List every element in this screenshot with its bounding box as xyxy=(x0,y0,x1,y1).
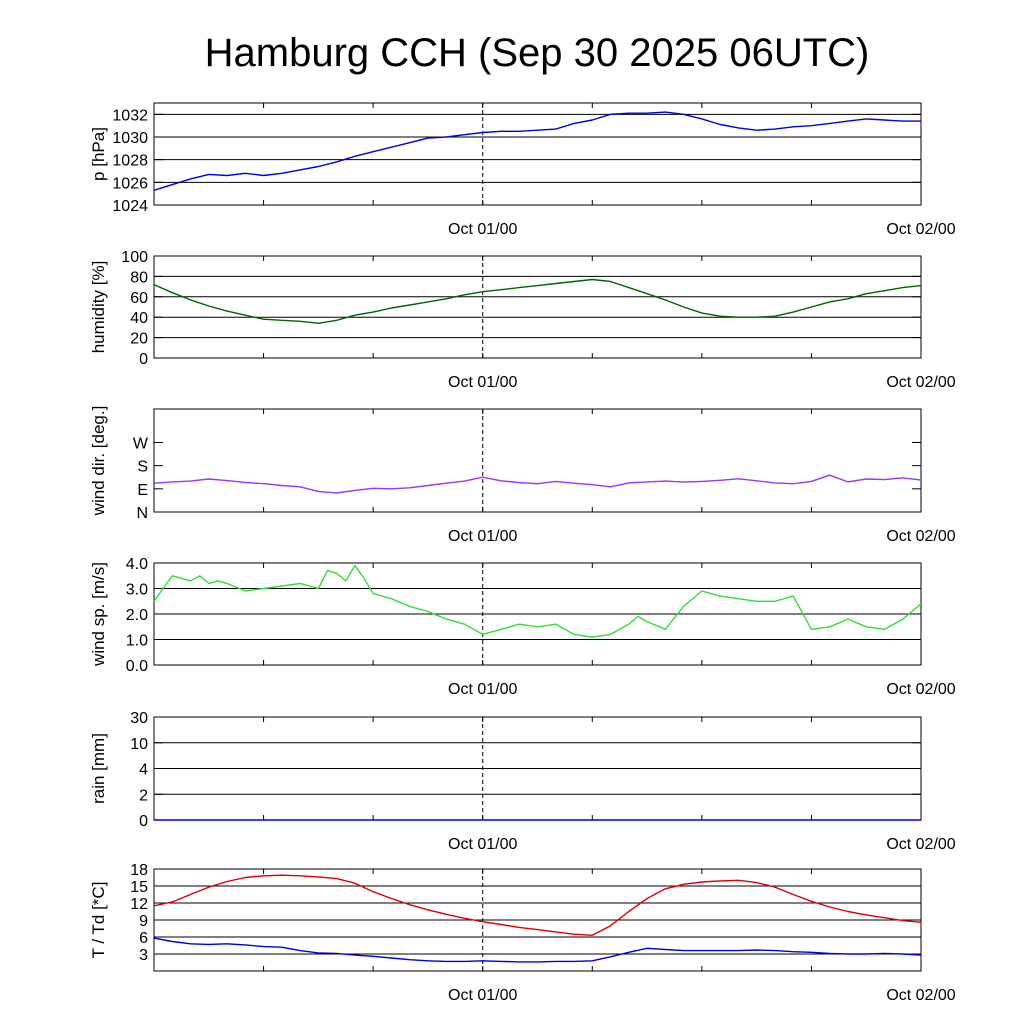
y-axis-label: wind dir. [deg.] xyxy=(89,406,108,517)
y-tick-label: 15 xyxy=(130,879,148,896)
y-axis-label: p [hPa] xyxy=(89,127,108,181)
x-tick-label: Oct 01/00 xyxy=(448,528,517,545)
x-tick-label: Oct 02/00 xyxy=(886,681,955,698)
y-tick-label: 0.0 xyxy=(126,658,148,675)
y-axis-label: humidity [%] xyxy=(89,261,108,354)
y-tick-label: W xyxy=(133,435,149,452)
series-line-0 xyxy=(153,874,922,936)
panel-1: 0 20 40 60 80 100 Oct 01/00 Oct 02/00 humidity [… xyxy=(89,249,956,391)
y-tick-label: 60 xyxy=(130,290,148,307)
y-tick-label: 2 xyxy=(139,787,148,804)
y-tick-label: S xyxy=(137,459,148,476)
x-tick-label: Oct 01/00 xyxy=(448,836,517,853)
x-tick-label: Oct 02/00 xyxy=(886,528,955,545)
plot-frame xyxy=(153,102,922,206)
x-tick-label: Oct 01/00 xyxy=(448,221,517,238)
y-tick-label: 1.0 xyxy=(126,633,148,650)
x-tick-label: Oct 02/00 xyxy=(886,221,955,238)
y-tick-label: 6 xyxy=(139,930,148,947)
x-tick-label: Oct 01/00 xyxy=(448,681,517,698)
y-tick-label: 2.0 xyxy=(126,607,148,624)
plot-frame xyxy=(153,408,922,513)
series-line-0 xyxy=(153,111,921,191)
y-axis-label: wind sp. [m/s] xyxy=(89,562,108,667)
panel-3: 0.0 1.0 2.0 3.0 4.0 Oct 01/00 Oct 02/00 wind sp… xyxy=(89,556,956,698)
y-tick-label: 20 xyxy=(130,331,148,348)
y-tick-label: 1028 xyxy=(112,153,148,170)
x-tick-label: Oct 02/00 xyxy=(886,836,955,853)
y-tick-label: 4.0 xyxy=(126,556,148,573)
y-tick-label: 3 xyxy=(139,947,148,964)
y-tick-label: 4 xyxy=(139,762,148,779)
y-tick-label: 0 xyxy=(139,351,148,368)
series-line-0 xyxy=(153,564,922,638)
x-tick-label: Oct 02/00 xyxy=(886,374,955,391)
chart-title: Hamburg CCH (Sep 30 2025 06UTC) xyxy=(205,31,870,75)
x-tick-label: Oct 01/00 xyxy=(448,987,517,1004)
y-tick-label: 100 xyxy=(121,249,148,266)
y-tick-label: 1030 xyxy=(112,130,148,147)
y-tick-label: 80 xyxy=(130,269,148,286)
y-tick-label: E xyxy=(137,482,148,499)
y-tick-label: 0 xyxy=(139,813,148,830)
y-tick-label: 1032 xyxy=(112,107,148,124)
y-tick-label: 40 xyxy=(130,310,148,327)
y-tick-label: 10 xyxy=(130,736,148,753)
y-tick-label: N xyxy=(136,505,148,522)
y-tick-label: 18 xyxy=(130,862,148,879)
panel-4: 0 2 4 10 30 Oct 01/00 Oct 02/00 rain [mm] xyxy=(89,710,956,853)
y-axis-label: T / Td [*C] xyxy=(89,882,108,959)
x-tick-label: Oct 02/00 xyxy=(886,987,955,1004)
series-line-0 xyxy=(153,278,922,324)
series-line-1 xyxy=(153,937,922,963)
panel-0: 1024 1026 1028 1030 1032 Oct 01/00 Oct 02/00 p … xyxy=(89,102,956,238)
x-tick-label: Oct 01/00 xyxy=(448,374,517,391)
y-axis-label: rain [mm] xyxy=(89,733,108,804)
y-tick-label: 9 xyxy=(139,913,148,930)
plot-frame xyxy=(153,255,922,359)
y-tick-label: 3.0 xyxy=(126,582,148,599)
series-line-0 xyxy=(153,474,922,494)
y-tick-label: 1024 xyxy=(112,198,148,215)
y-tick-label: 12 xyxy=(130,896,148,913)
y-tick-label: 1026 xyxy=(112,175,148,192)
y-tick-label: 30 xyxy=(130,710,148,727)
